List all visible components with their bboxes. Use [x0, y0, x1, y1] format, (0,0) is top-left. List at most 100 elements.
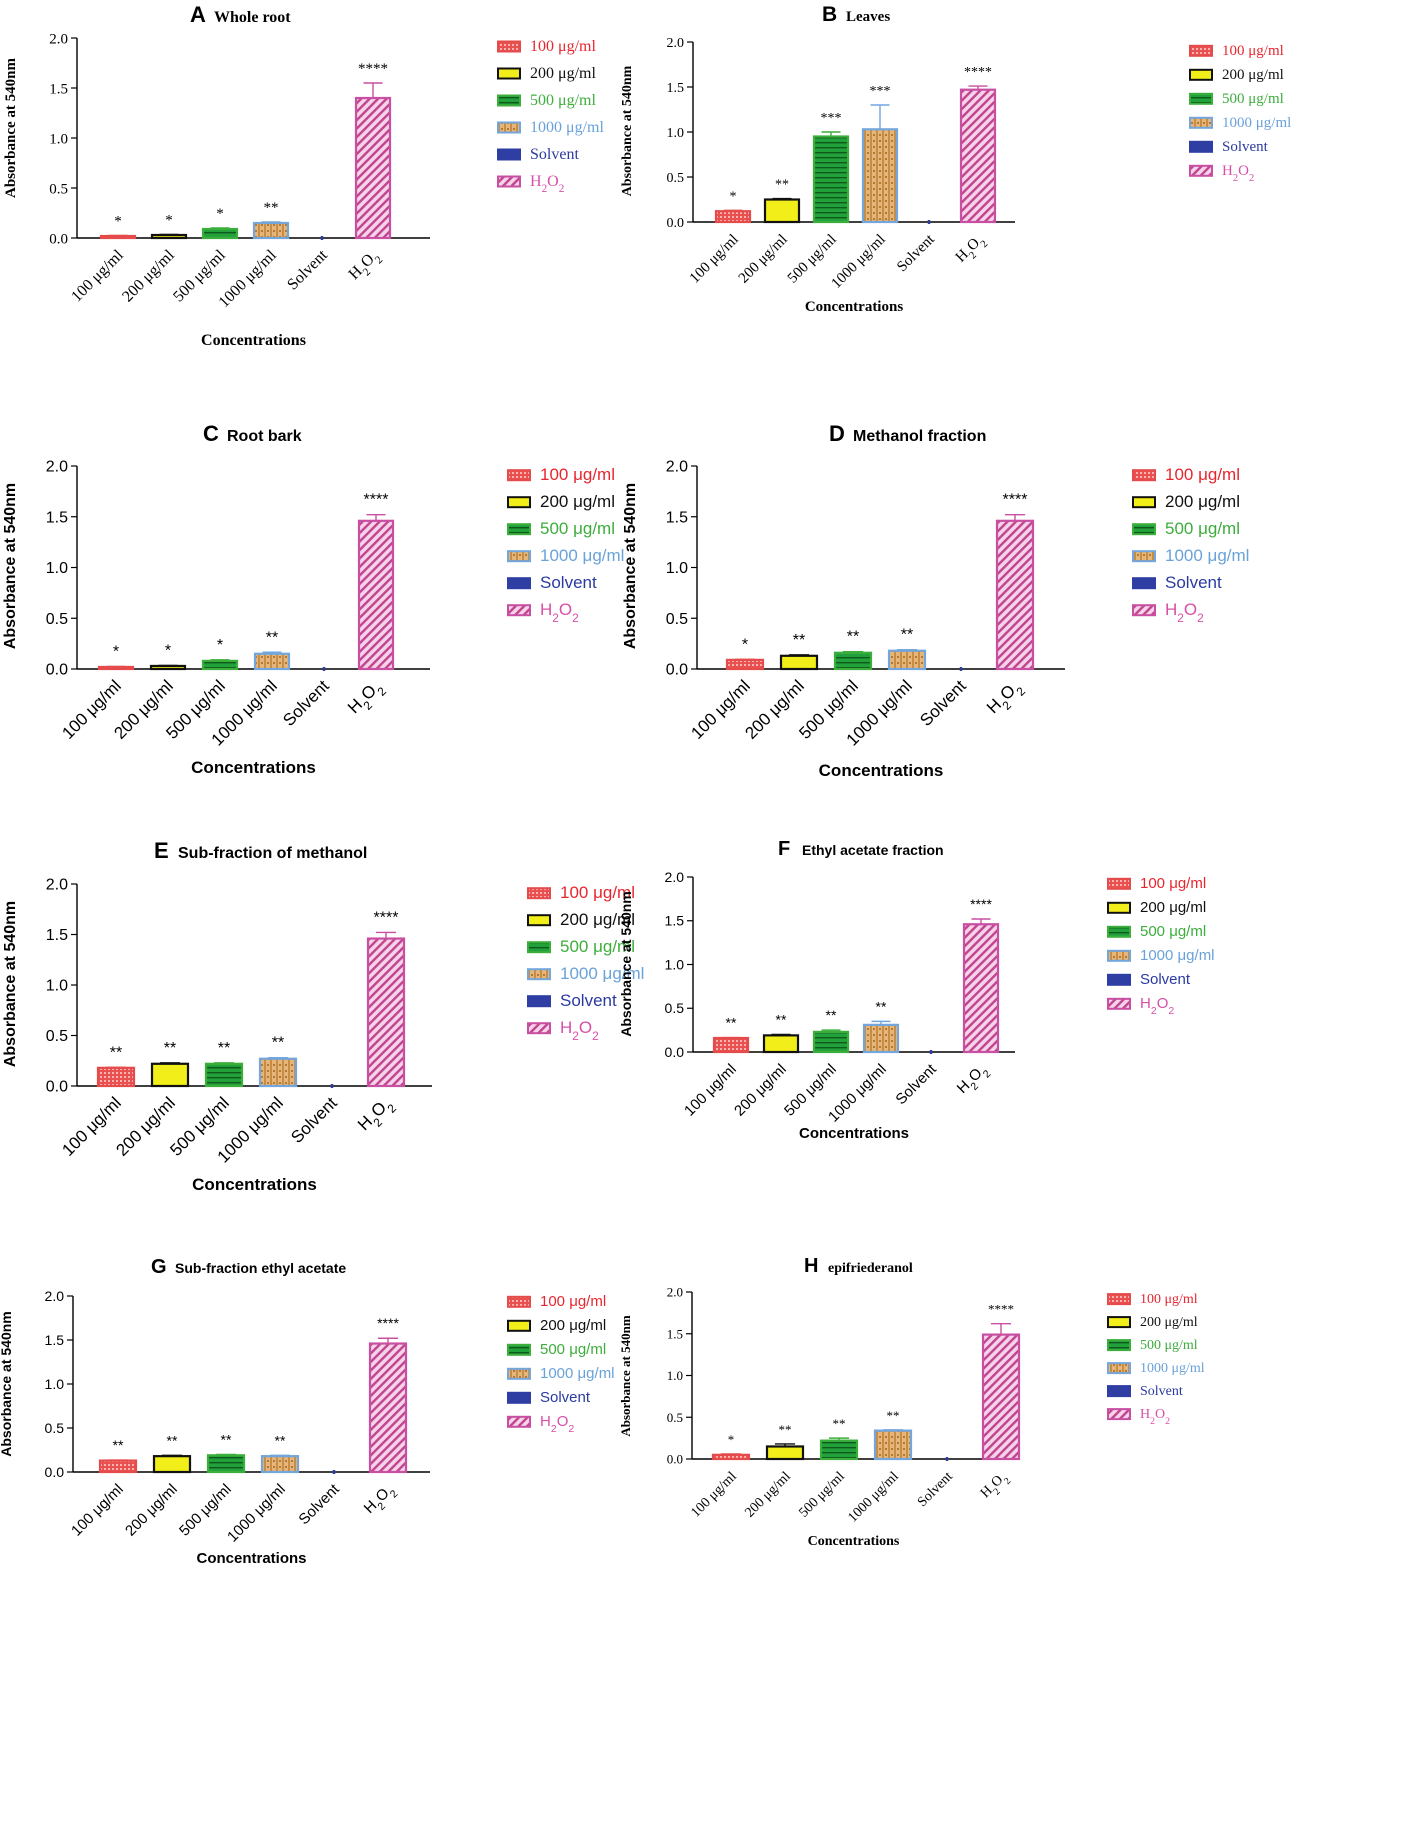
bar-100: [99, 234, 137, 240]
legend-label-h2o2: H2O2: [1140, 995, 1174, 1017]
chart-title: Sub-fraction ethyl acetate: [175, 1260, 346, 1276]
chart-title: Whole root: [214, 9, 291, 26]
legend-swatch-100: [507, 1295, 531, 1308]
bar-h2o2: [959, 88, 997, 224]
x-axis-label: Concentrations: [819, 761, 944, 780]
legend-swatch-1000: [1107, 949, 1131, 962]
significance-label: **: [887, 1408, 900, 1423]
x-tick-label: H2O2: [953, 232, 990, 269]
legend-swatch-200: [497, 67, 521, 80]
legend-label-500: 500 μg/ml: [1140, 1338, 1198, 1353]
y-axis-label: Absorbance at 540nm: [0, 1311, 14, 1457]
legend-swatch-1000: [507, 550, 531, 563]
significance-label: *: [165, 642, 171, 659]
panel-f-ethyl-acetate-fraction: F Ethyl acetate fraction 0.0 0.5 1.0 1.5 2.0 Ab…: [618, 838, 1215, 1142]
y-tick-label: 0.5: [46, 611, 68, 628]
legend-label-solvent: Solvent: [540, 1389, 591, 1406]
legend-swatch-500: [1132, 523, 1156, 536]
legend-label-200: 200 μg/ml: [560, 910, 635, 929]
legend-swatch-h2o2: [1107, 997, 1131, 1010]
x-tick-label: Solvent: [894, 231, 938, 275]
significance-label: ****: [988, 1302, 1014, 1317]
y-tick-label: 1.5: [665, 913, 685, 929]
significance-label: ****: [1003, 492, 1028, 509]
x-tick-label: H2O2: [354, 1093, 399, 1138]
panel-e-sub-fraction-of-methanol: E Sub-fraction of methanol 0.0 0.5 1.0 1.5 2.0…: [2, 838, 644, 1194]
y-tick-label: 0.5: [666, 611, 688, 628]
legend-swatch-100: [1132, 469, 1156, 482]
x-tick-label: H2O2: [983, 676, 1028, 721]
y-axis-label: Absorbance at 540nm: [622, 483, 639, 649]
chart-title: Methanol fraction: [853, 428, 986, 445]
significance-label: **: [901, 627, 913, 644]
bar-500: [201, 659, 239, 671]
bar-h2o2: [962, 923, 1000, 1054]
x-tick-label: 200 μg/ml: [119, 246, 178, 305]
x-tick-label: Solvent: [915, 1469, 956, 1510]
significance-label: ****: [377, 1315, 399, 1331]
y-tick-label: 2.0: [46, 877, 68, 894]
bar-1000: [873, 1429, 913, 1461]
significance-label: *: [730, 189, 737, 204]
x-tick-label: Solvent: [892, 1060, 940, 1108]
bar-h2o2: [354, 96, 392, 240]
legend-swatch-500: [527, 941, 551, 954]
y-tick-label: 0.0: [665, 1044, 685, 1060]
panel-letter: G: [151, 1256, 167, 1278]
x-axis-label: Concentrations: [196, 1550, 306, 1567]
legend-label-solvent: Solvent: [560, 991, 617, 1010]
x-axis-label: Concentrations: [805, 299, 903, 315]
significance-label: **: [847, 629, 859, 646]
legend-swatch-500: [507, 523, 531, 536]
bar-500: [206, 1454, 246, 1474]
bar-h2o2: [366, 937, 406, 1088]
panel-g-sub-fraction-ethyl-acetate: G Sub-fraction ethyl acetate 0.0 0.5 1.0 1.5 2…: [0, 1256, 615, 1567]
legend-swatch-h2o2: [1189, 164, 1213, 177]
y-tick-label: 1.5: [45, 1332, 65, 1348]
legend-label-100: 100 μg/ml: [1165, 465, 1240, 484]
significance-label: *: [728, 1432, 735, 1447]
legend-label-200: 200 μg/ml: [540, 1317, 606, 1334]
legend-swatch-h2o2: [497, 175, 521, 188]
bar-h2o2: [357, 519, 395, 671]
y-tick-label: 2.0: [46, 459, 68, 476]
bar-500: [833, 651, 873, 671]
significance-label: **: [221, 1431, 232, 1447]
panel-letter: F: [778, 838, 790, 860]
legend-label-1000: 1000 μg/ml: [540, 546, 624, 565]
legend-swatch-1000: [1107, 1362, 1131, 1375]
bar-200: [779, 654, 819, 671]
legend-swatch-1000: [497, 121, 521, 134]
significance-label: **: [776, 1012, 787, 1028]
x-tick-label: Solvent: [279, 676, 333, 730]
x-tick-label: Solvent: [295, 1480, 343, 1528]
significance-label: *: [742, 636, 748, 653]
significance-label: *: [216, 206, 224, 222]
legend-swatch-200: [1189, 68, 1213, 81]
chart-title: epifriederanol: [828, 1261, 913, 1276]
y-tick-label: 1.5: [46, 927, 68, 944]
legend-swatch-h2o2: [507, 1415, 531, 1428]
significance-label: *: [114, 214, 122, 230]
x-tick-label: 1000 μg/ml: [845, 1469, 901, 1525]
bar-200: [763, 198, 801, 224]
y-tick-label: 0.0: [46, 1079, 68, 1096]
legend-swatch-100: [1189, 44, 1213, 57]
legend-swatch-200: [507, 496, 531, 509]
panel-letter: H: [804, 1255, 818, 1277]
panel-letter: D: [829, 421, 845, 446]
x-axis-label: Concentrations: [799, 1125, 909, 1142]
legend-swatch-h2o2: [1107, 1408, 1131, 1421]
bar-1000: [861, 128, 899, 224]
bar-500: [812, 135, 850, 224]
significance-label: **: [264, 200, 279, 216]
legend-label-200: 200 μg/ml: [1222, 67, 1284, 83]
significance-label: ***: [821, 111, 842, 126]
legend-swatch-1000: [1132, 550, 1156, 563]
legend-label-100: 100 μg/ml: [1140, 1292, 1198, 1307]
y-tick-label: 0.0: [46, 662, 68, 679]
significance-label: **: [793, 632, 805, 649]
legend-label-solvent: Solvent: [1222, 139, 1269, 155]
legend-swatch-100: [1107, 1293, 1131, 1306]
